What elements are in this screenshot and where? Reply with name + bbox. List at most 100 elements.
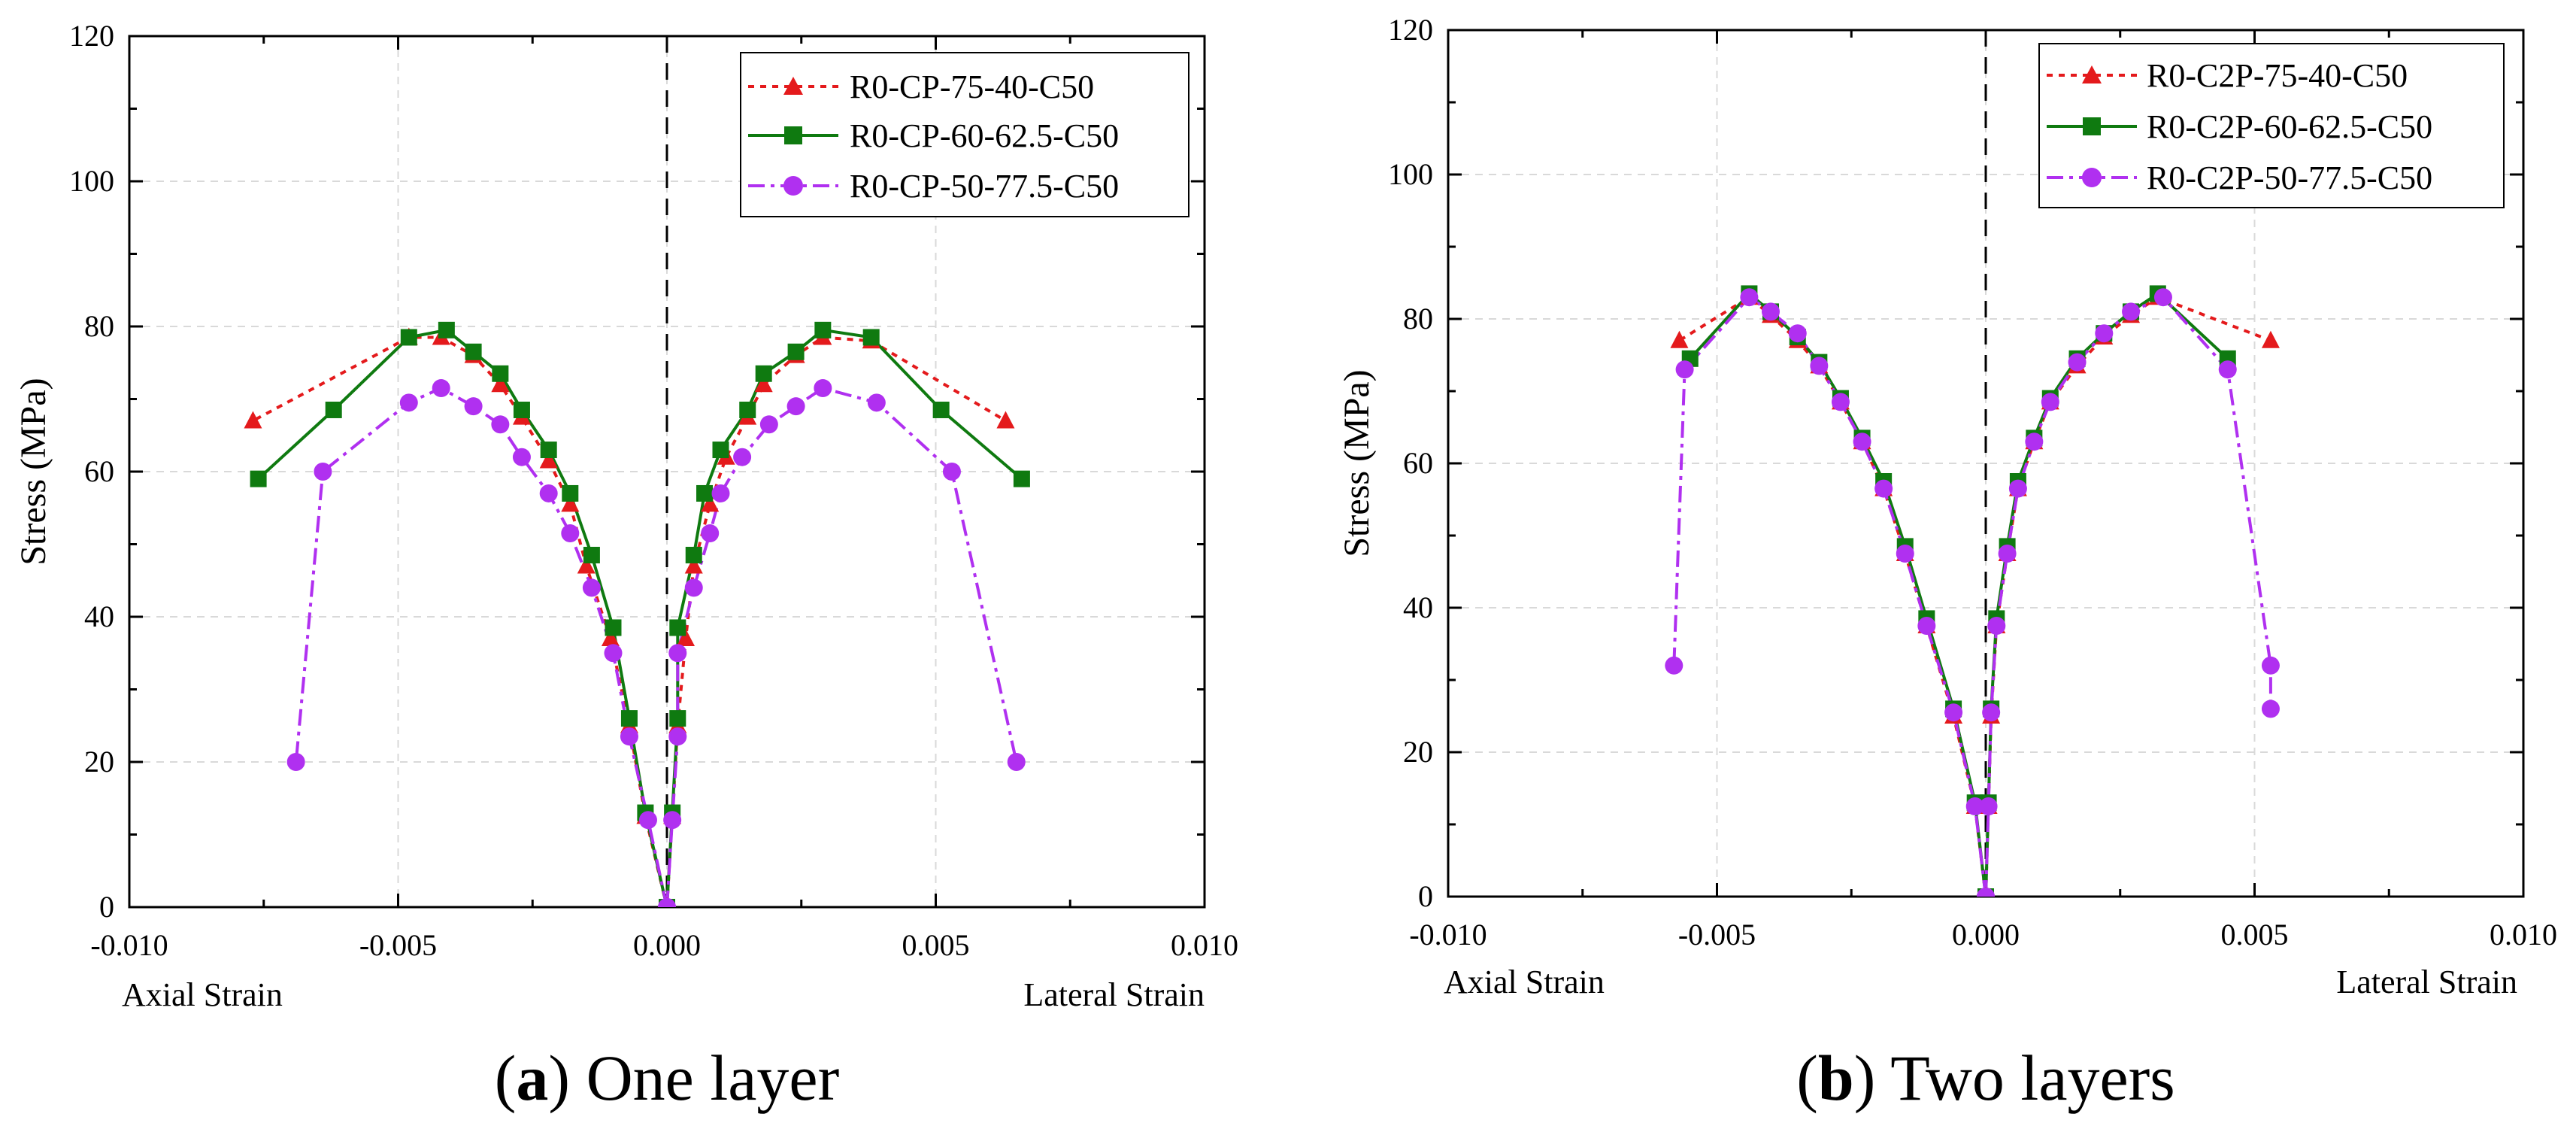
data-point-circle: [1831, 393, 1850, 411]
ticks-a: [128, 35, 1206, 909]
data-point-circle: [1977, 888, 1995, 897]
x-tick-label: 0.000: [633, 928, 701, 962]
data-point-square: [400, 329, 417, 346]
data-point-square: [814, 321, 832, 338]
x-tick-label: -0.010: [90, 928, 168, 962]
data-point-square: [250, 470, 267, 487]
data-point-circle: [759, 415, 778, 434]
data-point-circle: [1998, 545, 2017, 563]
data-point-square: [712, 442, 729, 459]
legend-label: R0-CP-60-62.5-C50: [850, 117, 1119, 154]
data-point-circle: [1788, 324, 1807, 343]
data-point-circle: [1965, 797, 1984, 815]
data-point-circle: [2025, 432, 2044, 451]
data-point-circle: [561, 524, 580, 543]
legend-circle-marker: [783, 176, 803, 196]
legend-label: R0-CP-75-40-C50: [850, 68, 1094, 105]
data-point-circle: [1896, 545, 1914, 563]
legend-label: R0-C2P-75-40-C50: [2147, 57, 2408, 94]
x-axis-label-right: Lateral Strain: [1023, 976, 1205, 1013]
data-point-circle: [1740, 288, 1759, 307]
x-tick-label: 0.005: [2221, 918, 2289, 951]
data-point-circle: [2261, 700, 2280, 718]
data-point-circle: [1979, 797, 1998, 815]
data-point-circle: [1987, 617, 2006, 635]
data-point-square: [685, 546, 702, 563]
data-point-circle: [1982, 703, 2001, 722]
data-point-circle: [684, 578, 703, 597]
data-point-square: [669, 619, 686, 636]
y-tick-label: 0: [1418, 879, 1433, 913]
legend-triangle-marker: [783, 77, 803, 95]
legend-square-marker: [784, 126, 802, 144]
data-point-circle: [663, 811, 682, 830]
panel-caption-a: (a) One layer: [495, 1042, 839, 1114]
data-point-square: [562, 484, 579, 502]
data-point-circle: [668, 727, 687, 746]
data-point-circle: [604, 644, 623, 663]
data-point-circle: [539, 484, 558, 502]
panel-b: -0.010 -0.005 0.000 0.005 0.010 0 20 40 …: [1337, 13, 2557, 1114]
x-tick-label: -0.005: [1678, 918, 1756, 951]
data-point-circle: [2261, 656, 2280, 675]
data-point-triangle: [996, 411, 1015, 429]
data-point-circle: [1917, 617, 1936, 635]
data-point-circle: [867, 393, 886, 412]
data-point-square: [513, 401, 530, 418]
y-axis-title: Stress (MPa): [1337, 369, 1377, 557]
caption-title: One layer: [586, 1042, 840, 1114]
data-point-triangle: [684, 556, 703, 574]
y-tick-label: 120: [1388, 13, 1433, 47]
data-point-circle: [1675, 360, 1694, 379]
data-point-circle: [2218, 360, 2237, 379]
x-axis-label-left: Axial Strain: [122, 976, 283, 1013]
data-point-circle: [464, 397, 483, 416]
data-point-circle: [1007, 753, 1026, 771]
data-point-circle: [1874, 479, 1893, 498]
data-point-square: [540, 442, 557, 459]
data-point-circle: [620, 727, 638, 746]
data-point-circle: [582, 578, 601, 597]
legend-triangle-marker: [2082, 65, 2102, 83]
series-line-axial: [1689, 292, 1987, 897]
data-point-circle: [1665, 656, 1683, 675]
y-tick-label: 100: [1388, 157, 1433, 191]
data-point-triangle: [244, 411, 262, 429]
data-point-circle: [2041, 393, 2059, 411]
data-point-triangle: [491, 375, 510, 393]
data-point-triangle: [2261, 330, 2280, 348]
legend-b: R0-C2P-75-40-C50 R0-C2P-60-62.5-C50 R0-C…: [2038, 43, 2505, 208]
data-point-circle: [2122, 302, 2141, 321]
data-point-circle: [668, 644, 687, 663]
y-tick-label: 100: [69, 164, 114, 198]
data-point-circle: [658, 898, 676, 907]
legend-a: R0-CP-75-40-C50 R0-CP-60-62.5-C50 R0-CP-…: [740, 52, 1190, 217]
data-point-triangle: [539, 451, 558, 469]
y-tick-label: 120: [69, 19, 114, 53]
legend-square-marker: [2083, 117, 2101, 135]
y-tick-label: 60: [84, 454, 114, 488]
series-line-axial: [252, 335, 668, 907]
x-tick-label: 0.010: [1171, 928, 1238, 962]
data-point-triangle: [754, 375, 773, 393]
series-line-lateral: [665, 387, 1018, 907]
data-point-triangle: [1670, 330, 1689, 348]
y-tick-label: 20: [84, 745, 114, 778]
data-point-triangle: [677, 628, 696, 646]
data-point-circle: [286, 753, 305, 771]
series-layer-b: [1665, 285, 2280, 897]
legend-label: R0-C2P-60-62.5-C50: [2147, 108, 2432, 145]
data-point-square: [465, 343, 482, 360]
data-point-circle: [2068, 353, 2087, 372]
y-tick-label: 0: [99, 890, 114, 924]
data-point-square: [862, 329, 880, 346]
data-point-circle: [1810, 357, 1829, 375]
series-line-lateral: [1984, 296, 2271, 897]
data-point-circle: [314, 463, 332, 481]
data-point-circle: [399, 393, 418, 412]
data-point-circle: [638, 811, 657, 830]
series-line-lateral: [665, 328, 1023, 907]
data-point-square: [605, 619, 622, 636]
data-point-triangle: [561, 494, 580, 512]
